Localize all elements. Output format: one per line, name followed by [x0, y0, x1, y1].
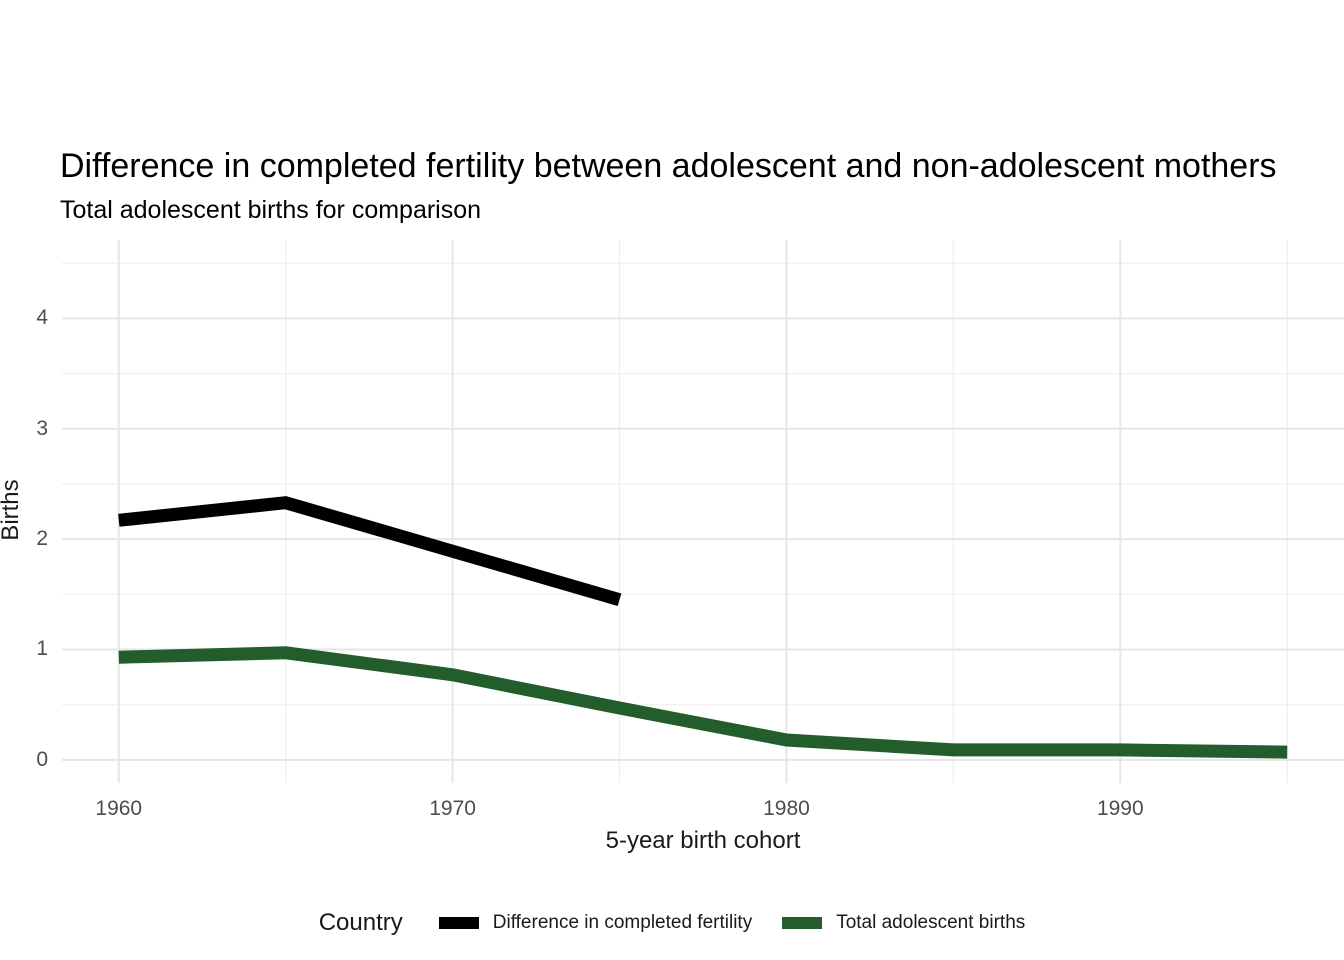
y-tick-label: 1: [36, 637, 48, 661]
x-tick-label: 1990: [1096, 797, 1144, 820]
legend-swatch-difference-icon: [438, 917, 479, 929]
y-axis-title: Births: [0, 479, 24, 541]
series-line-1: [118, 646, 1288, 759]
y-tick-label: 2: [36, 527, 48, 551]
chart-title: Difference in completed fertility betwee…: [60, 147, 1277, 185]
legend-label-total-births: Total adolescent births: [836, 912, 1026, 933]
legend-swatch-total-births-icon: [782, 917, 823, 929]
legend-item-total-births: Total adolescent births: [782, 912, 1025, 934]
x-tick-label: 1970: [429, 797, 476, 820]
legend-title: Country: [318, 909, 403, 936]
y-tick-label: 0: [36, 747, 48, 771]
x-axis-title: 5-year birth cohort: [605, 827, 801, 854]
legend-item-difference: Difference in completed fertility: [438, 912, 753, 934]
legend: Country Difference in completed fertilit…: [0, 900, 1344, 946]
chart-subtitle: Total adolescent births for comparison: [60, 196, 482, 224]
series-line-0: [118, 496, 622, 607]
y-tick-label: 4: [36, 306, 48, 330]
y-tick-label: 3: [36, 416, 48, 440]
x-tick-label: 1980: [763, 797, 810, 820]
legend-label-difference: Difference in completed fertility: [492, 912, 753, 933]
x-tick-label: 1960: [95, 797, 143, 820]
